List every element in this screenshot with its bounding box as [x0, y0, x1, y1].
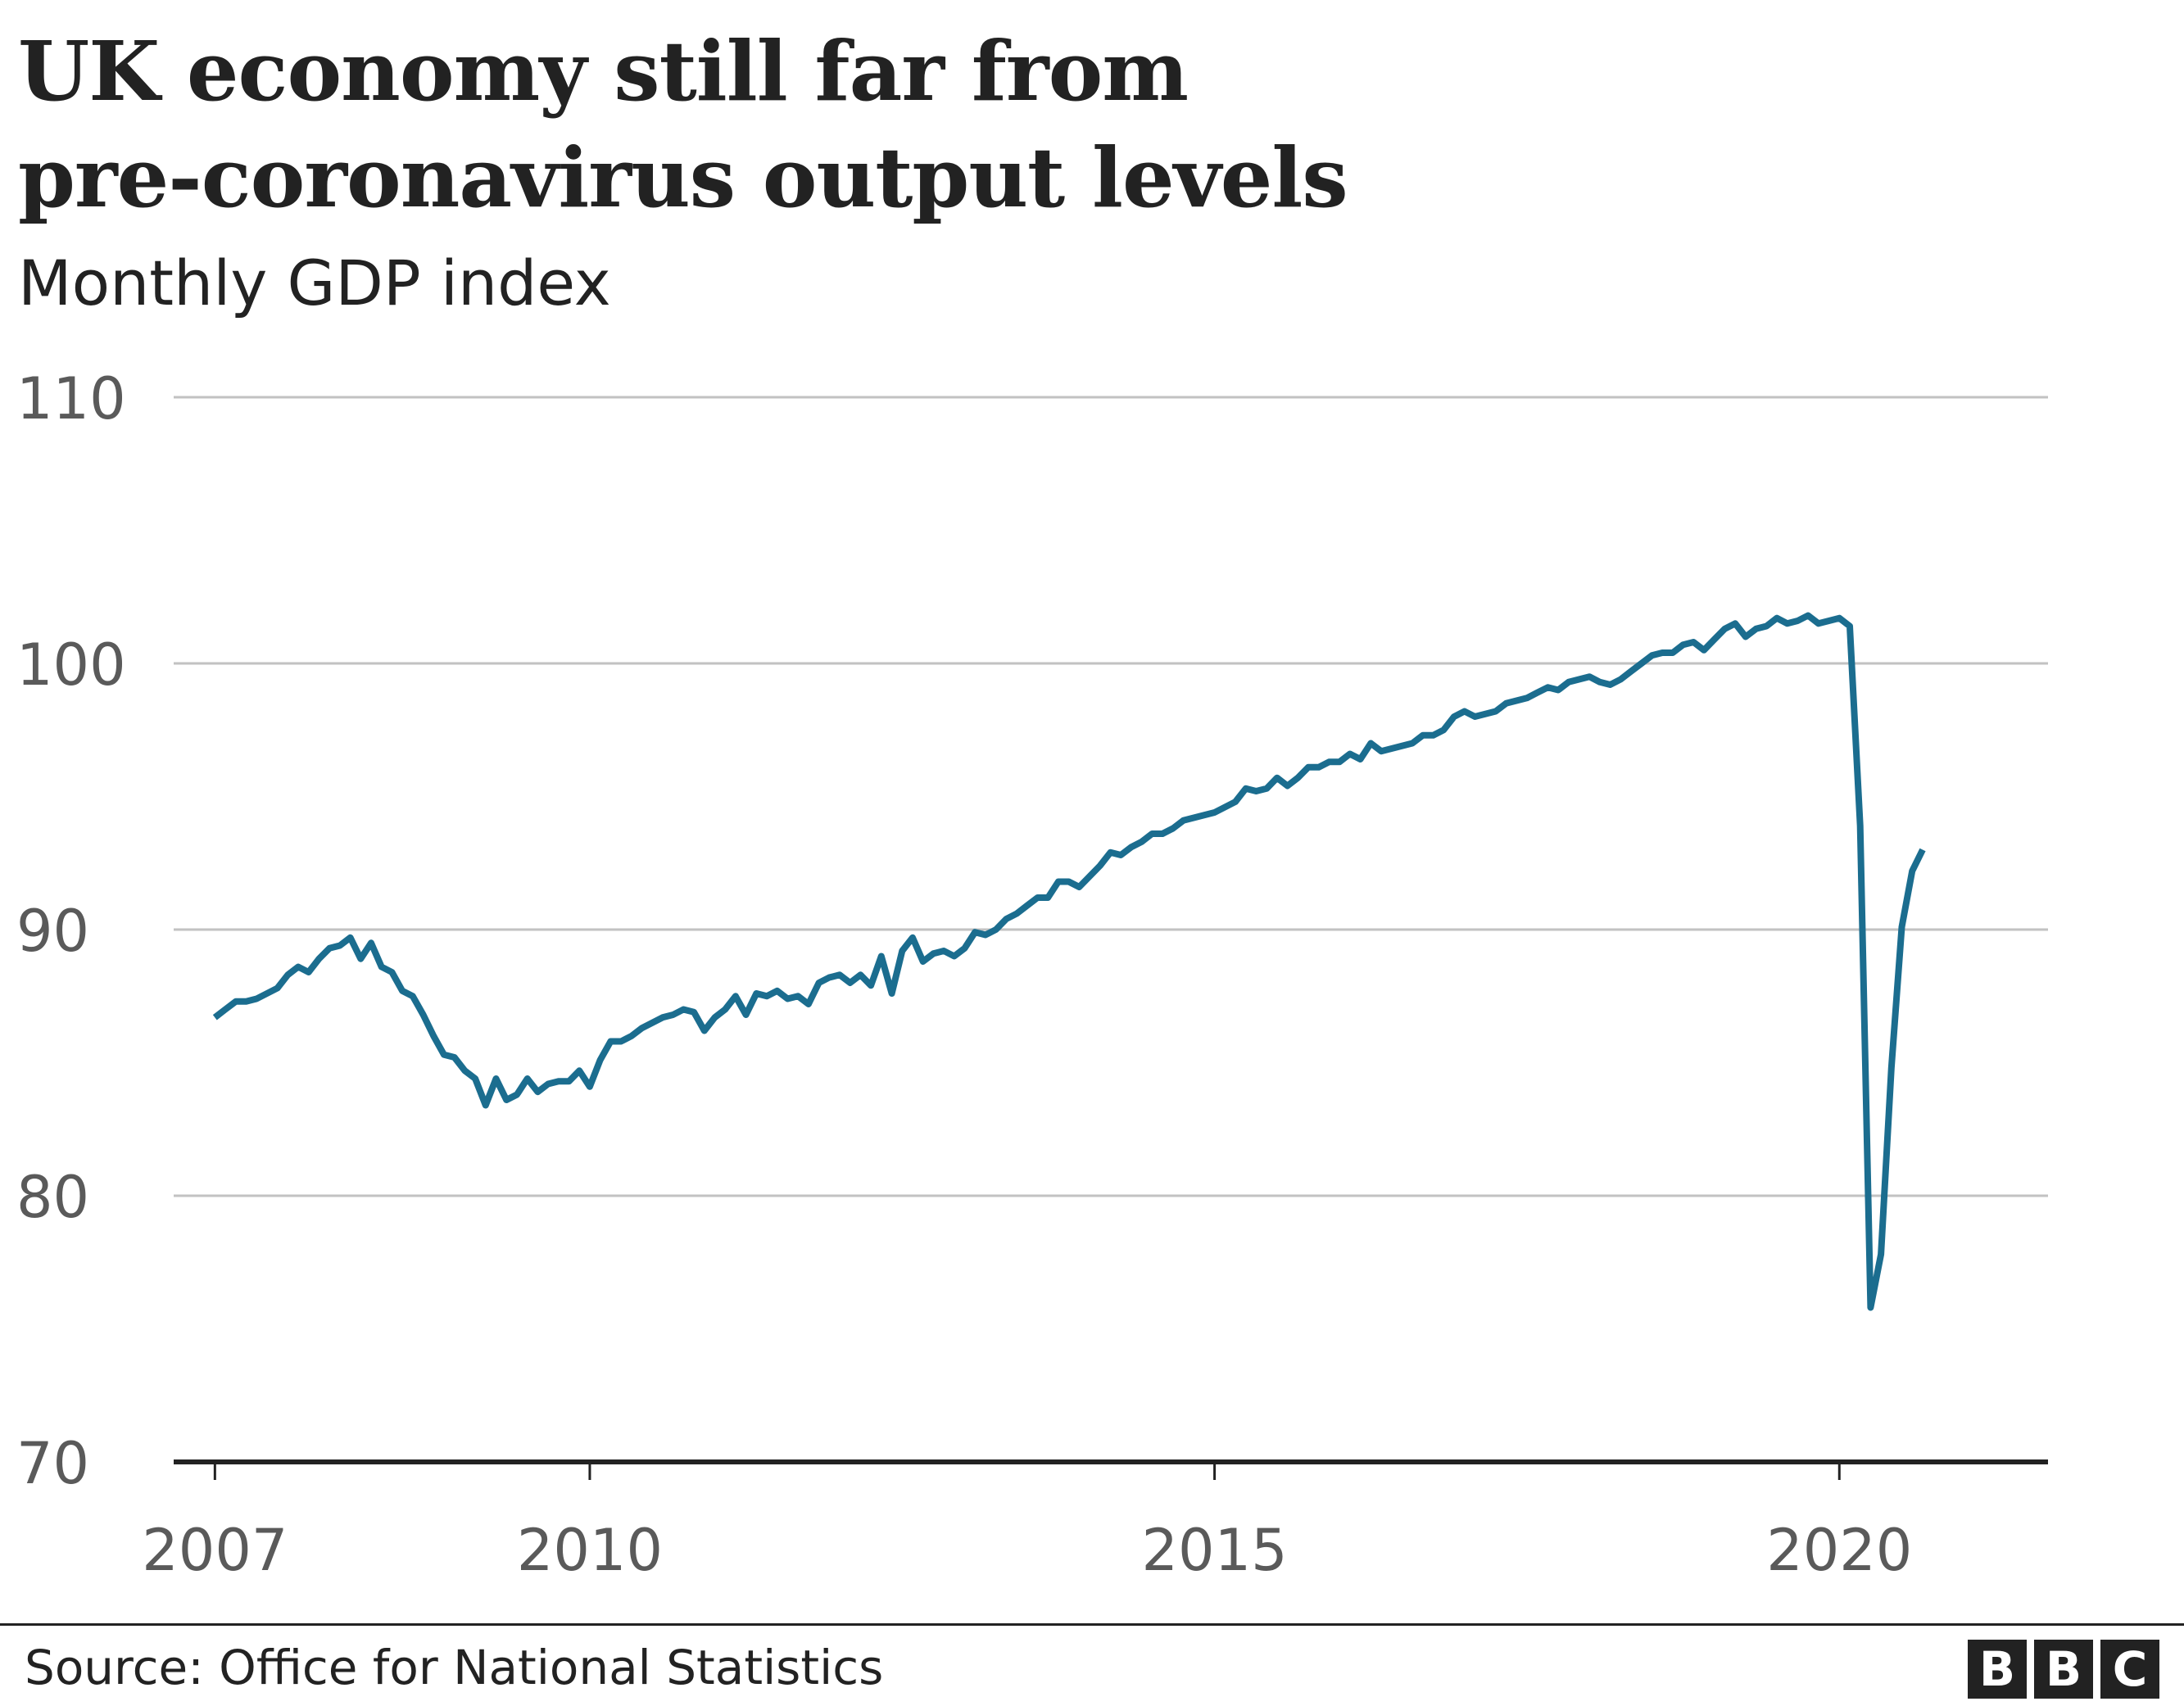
bbc-logo-letter-2: B — [2034, 1640, 2093, 1699]
series-line-0 — [212, 612, 1926, 1311]
x-tick-label-2010: 2010 — [517, 1517, 663, 1584]
bbc-logo: B B C — [1968, 1640, 2159, 1699]
footer-divider — [0, 1623, 2184, 1626]
x-tick-label-2007: 2007 — [142, 1517, 288, 1584]
source-note: Source: Office for National Statistics — [25, 1640, 884, 1695]
y-tick-label-70: 70 — [16, 1430, 89, 1497]
bbc-logo-letter-1: B — [1968, 1640, 2027, 1699]
x-tick-label-2015: 2015 — [1142, 1517, 1288, 1584]
y-tick-label-110: 110 — [16, 365, 126, 432]
y-axis-tick-labels: 70 80 90 100 110 — [16, 365, 126, 1497]
y-tick-label-80: 80 — [16, 1164, 89, 1231]
series-layer — [212, 612, 1926, 1311]
bbc-logo-letter-3: C — [2100, 1640, 2159, 1699]
y-tick-label-100: 100 — [16, 631, 126, 699]
x-tick-label-2020: 2020 — [1766, 1517, 1912, 1584]
x-axis: 2007 2010 2015 2020 — [142, 1459, 2048, 1584]
chart-title: UK economy still far from pre-coronaviru… — [18, 18, 2148, 231]
gridlines — [174, 396, 2048, 1197]
chart-title-line-1: UK economy still far from — [18, 23, 1189, 120]
y-tick-label-90: 90 — [16, 898, 89, 965]
chart-subtitle: Monthly GDP index — [18, 247, 611, 319]
chart-title-line-2: pre-coronavirus output levels — [18, 129, 1348, 226]
